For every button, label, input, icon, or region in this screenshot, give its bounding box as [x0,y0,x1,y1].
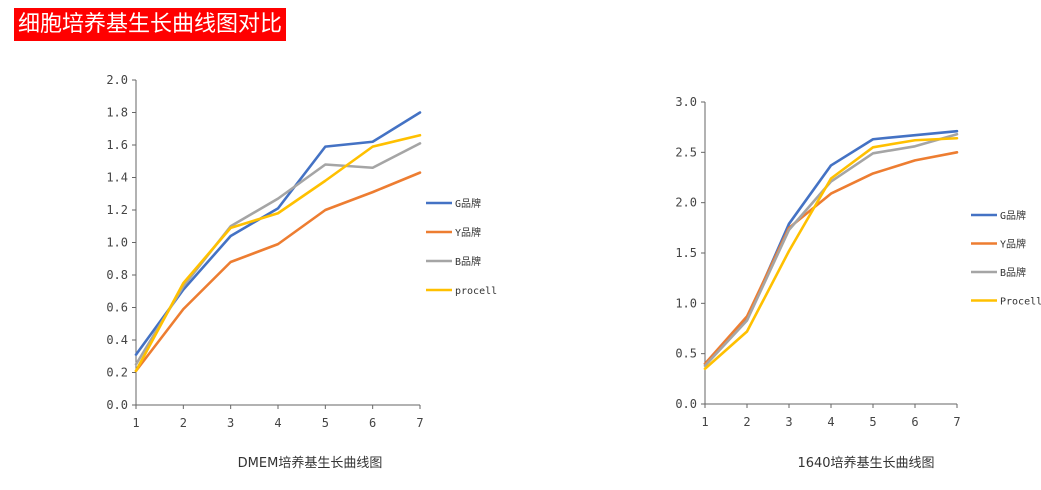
x-tick-label: 3 [785,415,792,429]
legend-label-4: procell [455,286,497,297]
chart-caption: 1640培养基生长曲线图 [797,455,934,471]
chart-1: 0.0 0.2 0.4 0.6 0.8 1.0 1.2 1.4 1.6 1.8 2.0 1 2 3 4 5 6 7… [106,73,497,471]
legend-label-2: Y品牌 [455,226,481,239]
series-line-3 [703,132,959,368]
y-tick-label: 0.0 [106,398,128,412]
chart-caption: DMEM培养基生长曲线图 [238,455,383,471]
y-tick-label: 2.5 [675,145,697,159]
x-tick-label: 5 [869,415,876,429]
series-line-4 [703,136,959,371]
x-tick-label: 5 [322,416,329,430]
page-title: 细胞培养基生长曲线图对比 [14,8,287,41]
x-tick-label: 4 [827,415,834,429]
y-tick-label: 1.8 [106,106,128,120]
series-line-2 [134,171,422,373]
legend-label-3: B品牌 [1000,266,1026,279]
y-tick-label: 0.4 [106,333,128,347]
legend-label-1: G品牌 [455,197,481,210]
legend-label-3: B品牌 [455,255,481,268]
x-tick-label: 7 [953,415,960,429]
y-tick-label: 0.5 [675,347,697,361]
x-tick-label: 6 [369,416,376,430]
y-tick-label: 2.0 [675,196,697,210]
y-tick-label: 0.0 [675,397,697,411]
legend-label-4: Procell [1000,297,1041,308]
series-line-4 [134,133,422,373]
y-tick-label: 0.6 [106,301,128,315]
y-tick-label: 2.0 [106,73,128,87]
x-tick-label: 4 [274,416,281,430]
x-tick-label: 3 [227,416,234,430]
y-tick-label: 1.2 [106,203,128,217]
y-tick-label: 0.8 [106,268,128,282]
y-tick-label: 3.0 [675,95,697,109]
y-tick-label: 1.0 [675,296,697,310]
series-line-2 [703,151,959,366]
series-line-3 [134,142,422,366]
y-tick-label: 1.6 [106,138,128,152]
x-tick-label: 1 [701,415,708,429]
x-tick-label: 6 [911,415,918,429]
x-tick-label: 2 [180,416,187,430]
y-tick-label: 1.5 [675,246,697,260]
y-tick-label: 0.2 [106,366,128,380]
y-tick-label: 1.4 [106,171,128,185]
x-tick-label: 7 [416,416,423,430]
legend-label-2: Y品牌 [1000,238,1026,251]
x-tick-label: 2 [743,415,750,429]
chart-2: 0.0 0.5 1.0 1.5 2.0 2.5 3.0 1 2 3 4 5 6 7 G品牌 Y品牌 B品牌 Pro… [675,95,1041,471]
x-tick-label: 1 [132,416,139,430]
series-line-1 [134,111,422,356]
y-tick-label: 1.0 [106,236,128,250]
series-line-1 [703,129,959,366]
legend-label-1: G品牌 [1000,209,1026,222]
